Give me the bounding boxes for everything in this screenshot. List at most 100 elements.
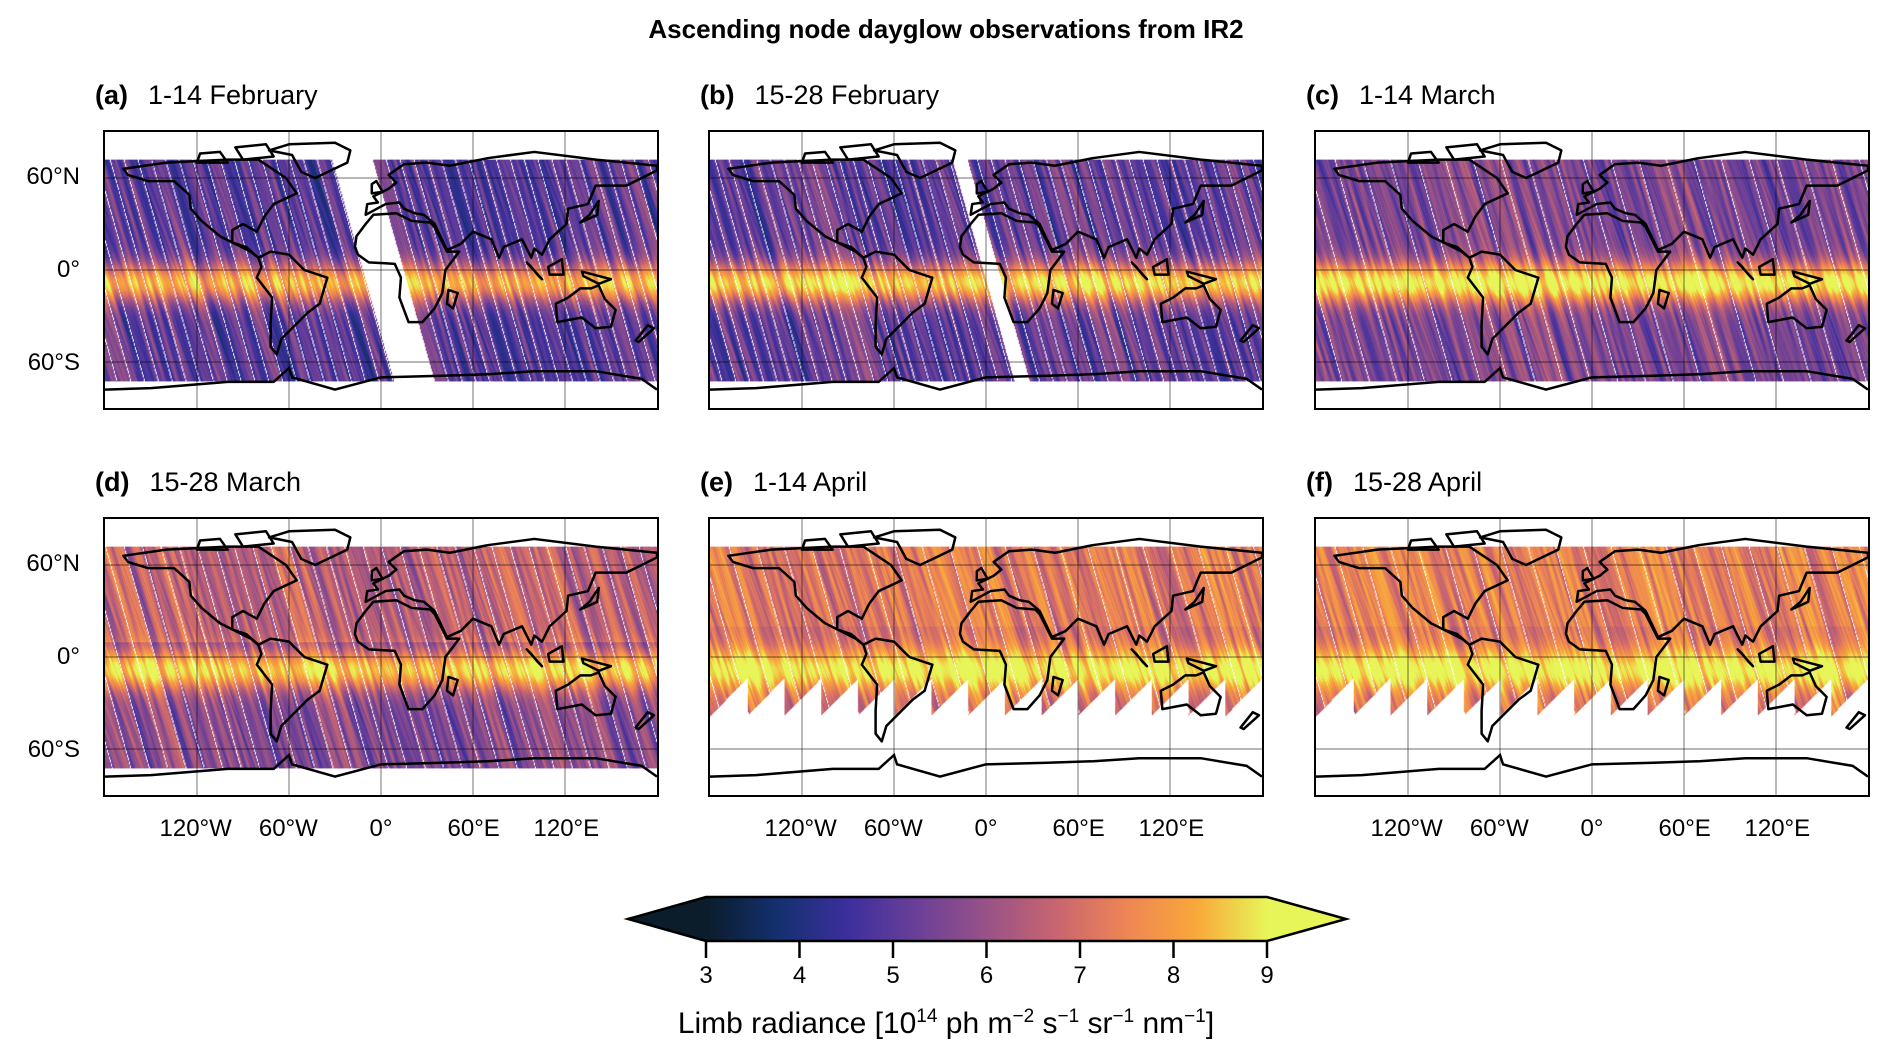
coastline: [1847, 325, 1865, 342]
coastline: [1241, 712, 1259, 729]
coastline: [257, 252, 328, 355]
coastline: [257, 639, 328, 742]
colorbar-label: Limb radiance [1014 ph m−2 s−1 sr−1 nm−1…: [677, 1006, 1215, 1040]
coastline: [1153, 259, 1168, 274]
lon-tick-label: 120°W: [159, 815, 232, 842]
coastline: [235, 144, 273, 159]
coastline: [728, 160, 901, 258]
coastline: [527, 262, 542, 279]
map-panel-d: [103, 517, 659, 797]
coastline: [862, 639, 933, 742]
lat-tick-label: 60°S: [27, 349, 80, 377]
colorbar-tick-label: 6: [979, 962, 994, 989]
radiance-map: [1316, 132, 1868, 408]
panel-letter: (e): [700, 467, 733, 497]
coastline: [840, 531, 878, 546]
coastline: [971, 539, 1262, 645]
coastline: [1767, 285, 1827, 328]
coastline-antarctica: [1316, 755, 1868, 776]
lat-tick-label: 60°N: [26, 162, 80, 190]
lon-tick-label: 0°: [1580, 815, 1604, 842]
coastline: [1738, 649, 1753, 666]
coastline-antarctica: [105, 368, 657, 389]
coastline: [840, 144, 878, 159]
coastline: [527, 649, 542, 666]
coastline: [1161, 285, 1221, 328]
map-overlay: [710, 132, 1262, 408]
map-panel-f: [1314, 517, 1870, 797]
coastline: [582, 659, 611, 671]
coastline: [1161, 672, 1221, 715]
coastline: [802, 539, 833, 550]
lon-tick-label: 0°: [369, 815, 393, 842]
map-panel-b: [708, 130, 1264, 410]
radiance-map: [710, 132, 1262, 408]
coastline: [977, 568, 988, 580]
map-overlay: [1316, 519, 1868, 795]
colorbar-body: [623, 895, 1351, 943]
coastline: [366, 152, 657, 258]
coastline: [1658, 290, 1669, 308]
lat-tick-label: 60°S: [27, 736, 80, 764]
coastline: [1153, 646, 1168, 661]
coastline: [1767, 672, 1827, 715]
map-overlay: [105, 132, 657, 408]
coastline: [977, 181, 988, 193]
coastline: [1446, 144, 1484, 159]
colorbar-tick-label: 3: [699, 962, 713, 989]
coastline: [355, 213, 459, 322]
lon-tick-label: 120°E: [1138, 815, 1205, 842]
radiance-map: [105, 132, 657, 408]
panel-period: 1-14 February: [148, 80, 318, 110]
coastline: [1334, 547, 1507, 645]
coastline: [1791, 201, 1809, 222]
coastline: [1408, 152, 1439, 163]
coastline: [1132, 649, 1147, 666]
lon-tick-label: 120°W: [764, 815, 837, 842]
colorbar-tick-label: 9: [1260, 962, 1274, 989]
coastline: [971, 152, 1262, 258]
panel-title: (f) 15-28 April: [1306, 467, 1482, 498]
coastline: [1583, 181, 1594, 193]
panel-period: 1-14 April: [753, 467, 868, 497]
coastline: [802, 152, 833, 163]
coastline: [1468, 252, 1539, 355]
coastline: [1791, 588, 1809, 609]
coastline: [123, 547, 296, 645]
panel-period: 15-28 March: [149, 467, 302, 497]
coastline: [1480, 143, 1561, 178]
lon-tick-label: 60°W: [258, 815, 318, 842]
coastline: [1187, 272, 1216, 284]
coastline: [1187, 659, 1216, 671]
coastline: [548, 646, 563, 661]
coastline: [728, 547, 901, 645]
radiance-map: [105, 519, 657, 795]
lon-tick-label: 120°E: [1744, 815, 1811, 842]
panel-title: (a) 1-14 February: [95, 80, 318, 111]
coastline: [372, 181, 383, 193]
panel-title: (b) 15-28 February: [700, 80, 939, 111]
panel-title: (c) 1-14 March: [1306, 80, 1496, 111]
panel-period: 1-14 March: [1359, 80, 1496, 110]
coastline: [269, 143, 350, 178]
lat-tick-label: 60°N: [26, 549, 80, 577]
coastline: [197, 152, 228, 163]
coastline: [1468, 639, 1539, 742]
panel-letter: (a): [95, 80, 128, 110]
coastline: [197, 539, 228, 550]
coastline: [1793, 659, 1822, 671]
coastline: [1583, 568, 1594, 580]
lon-tick-label: 60°W: [863, 815, 923, 842]
coastline: [269, 530, 350, 565]
map-panel-c: [1314, 130, 1870, 410]
panel-title: (d) 15-28 March: [95, 467, 301, 498]
map-overlay: [105, 519, 657, 795]
panel-letter: (c): [1306, 80, 1339, 110]
map-overlay: [710, 519, 1262, 795]
coastline: [580, 588, 598, 609]
coastline: [123, 160, 296, 258]
colorbar: [623, 895, 1351, 958]
coastline: [447, 677, 458, 695]
coastline: [1759, 646, 1774, 661]
coastline: [582, 272, 611, 284]
